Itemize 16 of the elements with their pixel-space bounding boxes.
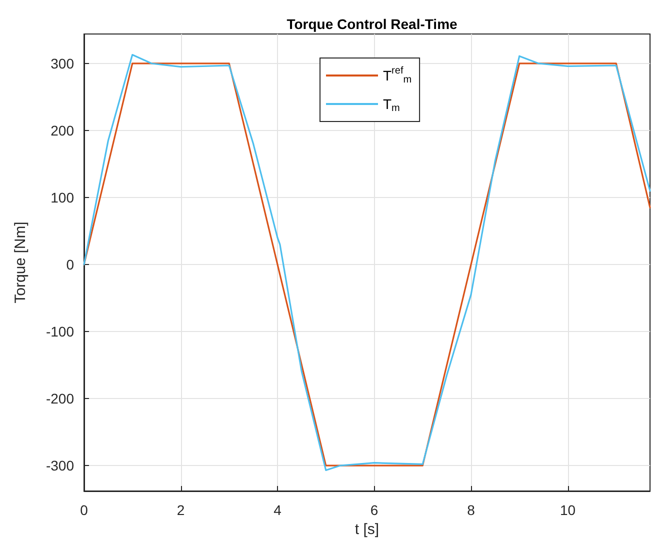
x-tick-label: 6 (370, 502, 378, 518)
x-tick-label: 2 (176, 502, 185, 518)
y-tick-label: -200 (46, 390, 74, 407)
x-axis-title: t [s] (354, 520, 380, 538)
x-tick-label: 8 (467, 502, 476, 518)
y-tick-label: -100 (46, 324, 74, 340)
chart-title: Torque Control Real-Time (286, 16, 458, 32)
y-tick-label: 0 (66, 256, 74, 273)
y-tick-label: 100 (50, 190, 74, 206)
y-tick-label: 200 (50, 122, 74, 138)
y-tick-label: -300 (46, 458, 74, 474)
y-tick-label: 300 (50, 55, 74, 72)
x-tick-label: 4 (274, 502, 282, 518)
x-tick-label: 0 (80, 502, 88, 518)
y-axis-title: Torque [Nm] (12, 222, 29, 304)
x-tick-label: 10 (560, 502, 576, 518)
